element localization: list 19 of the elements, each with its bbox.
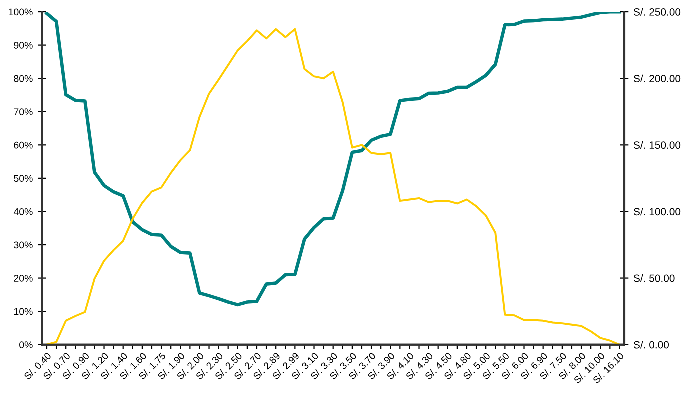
y2-tick-label: S/. 0.00 [634,341,669,349]
y-tick-label: 90% [14,42,33,49]
y2-tick-label: S/. 50.00 [634,274,675,282]
y-tick-label: 50% [14,175,33,182]
y2-tick-label: S/. 250.00 [634,8,681,16]
y-tick-label: 30% [14,242,33,249]
y-tick-label: 10% [14,308,33,316]
y2-tick-label: S/. 100.00 [634,208,681,216]
y-tick-label: 100% [9,8,33,16]
y-tick-label: 70% [14,108,33,116]
y-tick-label: 80% [14,75,33,82]
y2-tick-label: S/. 200.00 [634,74,681,82]
line-series [46,28,621,345]
y-tick-label: 60% [14,142,33,149]
y2-tick-label: S/. 150.00 [634,141,681,150]
y-tick-label: 20% [14,275,33,282]
line-series [45,12,622,307]
y-tick-label: 0% [20,342,33,348]
y-tick-label: 40% [14,208,33,216]
